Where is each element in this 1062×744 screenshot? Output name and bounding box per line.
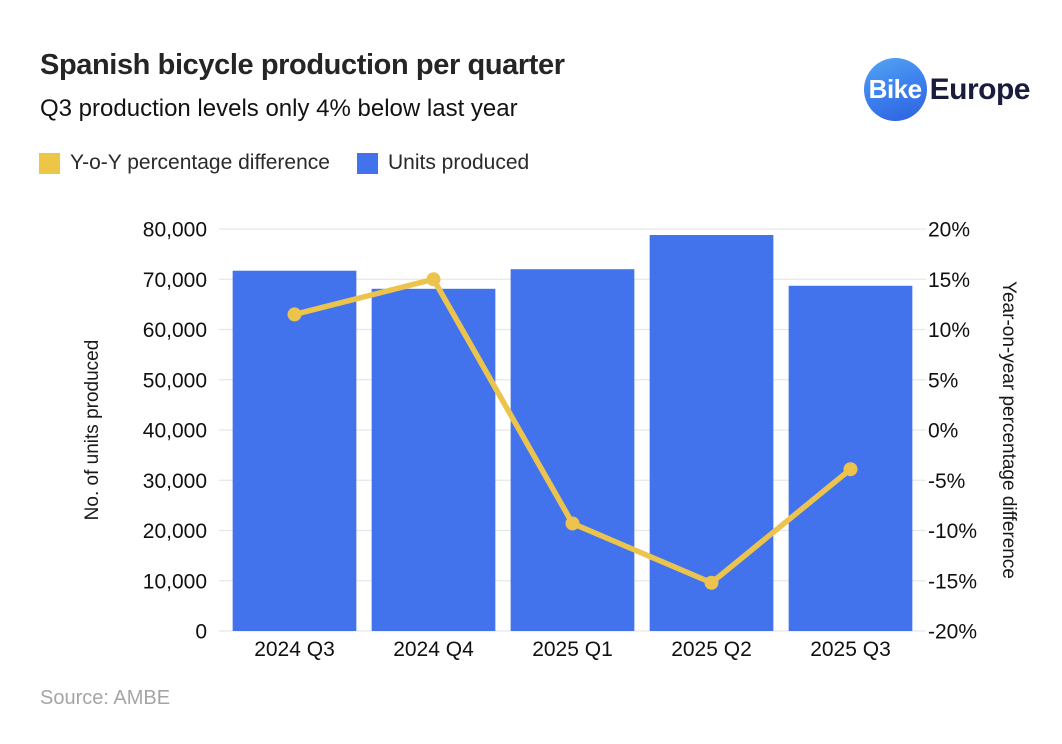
left-axis-tick-label: 30,000 [143, 470, 207, 493]
right-axis-tick-label: 15% [928, 269, 970, 292]
left-axis-tick-label: 60,000 [143, 319, 207, 342]
bike-europe-logo: Bike Europe [863, 58, 1031, 121]
right-axis-tick-label: -5% [928, 470, 965, 493]
left-axis-title: No. of units produced [82, 340, 103, 521]
legend-item-units: Units produced [356, 151, 530, 175]
left-axis-tick-label: 80,000 [143, 219, 207, 242]
x-axis-category-label: 2025 Q3 [810, 638, 891, 661]
right-axis-tick-label: 0% [928, 420, 958, 443]
logo-icon-text: Bike [868, 74, 922, 104]
right-axis-tick-label: 20% [928, 219, 970, 242]
logo-wordmark: Europe [929, 72, 1031, 106]
right-axis-tick-label: -15% [928, 570, 977, 593]
yoy-line-point [426, 272, 441, 287]
chart-legend: Y-o-Y percentage difference Units produc… [39, 151, 529, 175]
chart-plot: 0 -20% 10,000 -15% 20,000 -10% 30,000 -5% 40,000… [82, 219, 1019, 662]
chart-header: Spanish bicycle production per quarter Q… [40, 49, 565, 122]
source-note: Source: AMBE [40, 687, 171, 709]
left-axis-tick-label: 0 [195, 621, 207, 644]
legend-item-yoy: Y-o-Y percentage difference [39, 151, 330, 175]
legend-label-units: Units produced [387, 151, 530, 174]
x-axis-category-label: 2024 Q3 [254, 638, 335, 661]
x-axis-category-label: 2025 Q1 [532, 638, 613, 661]
left-axis-tick-label: 20,000 [143, 520, 207, 543]
bar-units-produced [371, 288, 496, 631]
right-axis-title: Year-on-year percentage difference [998, 281, 1019, 579]
bar-units-produced [649, 235, 774, 631]
legend-label-yoy: Y-o-Y percentage difference [70, 151, 330, 174]
right-axis-tick-label: 5% [928, 369, 958, 392]
yoy-line-point [704, 575, 719, 590]
left-axis-tick-label: 10,000 [143, 570, 207, 593]
page-subtitle: Q3 production levels only 4% below last … [40, 94, 518, 122]
page-title: Spanish bicycle production per quarter [40, 49, 565, 81]
yoy-line-point [287, 307, 302, 322]
legend-swatch-units [356, 152, 378, 174]
right-axis-tick-label: -10% [928, 520, 977, 543]
right-axis-tick-label: -20% [928, 621, 977, 644]
legend-swatch-yoy [39, 152, 60, 174]
left-axis-tick-label: 70,000 [143, 269, 207, 292]
left-axis-tick-label: 40,000 [143, 420, 207, 443]
yoy-line-point [565, 516, 580, 531]
right-axis-tick-label: 10% [928, 319, 970, 342]
x-axis-category-label: 2024 Q4 [393, 638, 474, 661]
bike-europe-logo-icon: Bike [863, 58, 927, 121]
x-axis-category-label: 2025 Q2 [671, 638, 752, 661]
bar-units-produced [788, 285, 913, 631]
yoy-line-point [843, 462, 858, 477]
left-axis-tick-label: 50,000 [143, 369, 207, 392]
bar-units-produced [232, 270, 357, 631]
